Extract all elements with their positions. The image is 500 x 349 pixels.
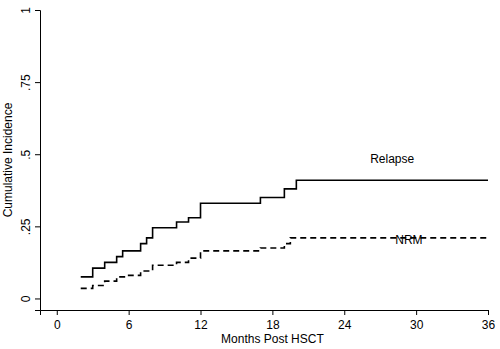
y-axis-title: Cumulative Incidence: [1, 102, 15, 217]
y-tick-label: .75: [19, 74, 33, 91]
y-tick: .75: [19, 74, 40, 91]
x-tick-label: 6: [126, 318, 133, 332]
y-tick-mark: [35, 82, 40, 83]
x-tick-mark: [57, 310, 58, 315]
y-tick: .5: [19, 149, 40, 159]
y-tick-mark: [35, 10, 40, 11]
chart: 0 6 12 18 24 30 36 0 .25 .5 .75 1 Months Post HSCT Cu…: [0, 0, 500, 349]
x-tick-label: 30: [410, 318, 424, 332]
y-tick-label: 1: [19, 7, 33, 14]
x-tick-label: 18: [266, 318, 280, 332]
y-tick-label: .5: [19, 149, 33, 159]
x-tick-mark: [344, 310, 345, 315]
x-tick-label: 0: [54, 318, 61, 332]
series-line: [81, 180, 488, 277]
x-tick: 24: [338, 310, 352, 332]
x-tick-label: 36: [482, 318, 496, 332]
x-tick-mark: [201, 310, 202, 315]
x-tick: 18: [266, 310, 280, 332]
annotation: Relapse: [370, 152, 414, 166]
y-axis: 0 .25 .5 .75 1: [19, 7, 41, 311]
x-axis-line: [41, 311, 489, 316]
x-tick-mark: [488, 310, 489, 315]
y-axis-line: [35, 11, 41, 311]
x-axis-title: Months Post HSCT: [221, 332, 324, 346]
series-line: [81, 238, 488, 288]
x-tick: 12: [194, 310, 208, 332]
x-tick-mark: [129, 310, 130, 315]
y-tick-mark: [35, 298, 40, 299]
x-tick-mark: [416, 310, 417, 315]
x-tick-mark: [272, 310, 273, 315]
x-tick: 0: [54, 310, 61, 332]
y-tick-mark: [35, 154, 40, 155]
y-tick-label: .25: [19, 218, 33, 235]
y-tick: .25: [19, 218, 40, 235]
x-axis: 0 6 12 18 24 30 36: [41, 310, 496, 332]
x-tick: 6: [126, 310, 133, 332]
x-tick: 30: [410, 310, 424, 332]
annotation: NRM: [395, 233, 422, 247]
x-tick: 36: [482, 310, 496, 332]
plot-area: [81, 180, 488, 288]
y-tick: 0: [19, 295, 40, 302]
x-tick-label: 12: [194, 318, 208, 332]
y-tick: 1: [19, 7, 40, 14]
x-tick-label: 24: [338, 318, 352, 332]
y-tick-label: 0: [19, 295, 33, 302]
y-tick-mark: [35, 226, 40, 227]
